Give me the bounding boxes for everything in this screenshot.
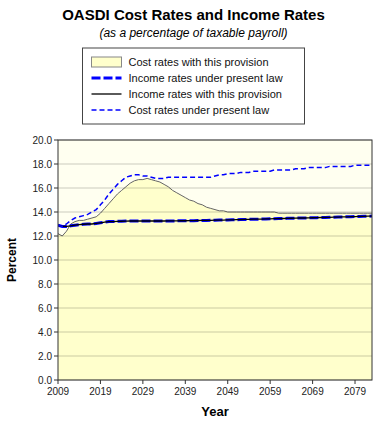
grid-line: [58, 308, 372, 309]
x-tick-label: 2039: [174, 386, 197, 397]
y-tick: [54, 212, 58, 213]
x-tick-label: 2009: [47, 386, 70, 397]
legend-swatch: [92, 93, 122, 94]
grid-line: [58, 284, 372, 285]
y-tick: [54, 260, 58, 261]
plot-background: [58, 140, 372, 380]
y-tick-label: 20.0: [33, 135, 53, 146]
grid-line: [58, 260, 372, 261]
x-tick-label: 2049: [217, 386, 240, 397]
y-tick: [54, 332, 58, 333]
y-tick: [54, 236, 58, 237]
y-tick-label: 6.0: [38, 303, 52, 314]
legend-label: Cost rates under present law: [129, 104, 270, 116]
x-tick: [270, 380, 271, 384]
area: [58, 178, 372, 380]
legend-swatch: [92, 77, 122, 80]
legend-label: Cost rates with this provision: [129, 56, 269, 68]
y-tick: [54, 284, 58, 285]
y-tick-label: 4.0: [38, 327, 52, 338]
grid-line: [58, 212, 372, 213]
grid-line: [58, 188, 372, 189]
legend-label: Income rates under present law: [129, 72, 283, 84]
x-tick-label: 2079: [344, 386, 367, 397]
line: [58, 216, 372, 226]
x-tick: [58, 380, 59, 384]
y-tick: [54, 164, 58, 165]
legend-label: Income rates with this provision: [129, 88, 282, 100]
y-tick-label: 2.0: [38, 351, 52, 362]
x-tick-label: 2029: [132, 386, 155, 397]
x-tick: [355, 380, 356, 384]
y-axis-label: Percent: [5, 238, 19, 282]
y-tick-label: 10.0: [33, 255, 53, 266]
y-tick-label: 16.0: [33, 183, 53, 194]
x-tick-label: 2059: [259, 386, 282, 397]
x-tick: [312, 380, 313, 384]
plot-marks: [58, 178, 372, 380]
grid-line: [58, 356, 372, 357]
plot-lines: [58, 165, 372, 226]
x-tick-label: 2019: [89, 386, 112, 397]
y-tick: [54, 308, 58, 309]
x-tick: [227, 380, 228, 384]
line: [58, 165, 372, 226]
legend-swatch: [92, 57, 122, 67]
y-tick: [54, 380, 58, 381]
legend-swatch: [92, 109, 122, 111]
x-tick-label: 2069: [301, 386, 324, 397]
y-tick: [54, 356, 58, 357]
area-outline: [58, 178, 372, 236]
legend: Cost rates with this provision Income rat…: [83, 48, 305, 124]
y-tick: [54, 188, 58, 189]
chart: OASDI Cost Rates and Income Rates (as a p…: [0, 0, 387, 430]
title: OASDI Cost Rates and Income Rates: [62, 6, 325, 23]
grid-line: [58, 164, 372, 165]
legend-box: [83, 48, 305, 124]
y-tick-label: 18.0: [33, 159, 53, 170]
y-tick: [54, 140, 58, 141]
y-tick-label: 8.0: [38, 279, 52, 290]
line: [58, 216, 372, 226]
y-tick-label: 0.0: [38, 375, 52, 386]
x-tick: [100, 380, 101, 384]
grid-line: [58, 236, 372, 237]
subtitle: (as a percentage of taxable payroll): [99, 26, 287, 40]
x-tick: [142, 380, 143, 384]
x-tick: [185, 380, 186, 384]
x-axis-label: Year: [201, 404, 228, 419]
grid-line: [58, 332, 372, 333]
plot-frame: [58, 140, 372, 380]
y-tick-label: 12.0: [33, 231, 53, 242]
y-tick-label: 14.0: [33, 207, 53, 218]
